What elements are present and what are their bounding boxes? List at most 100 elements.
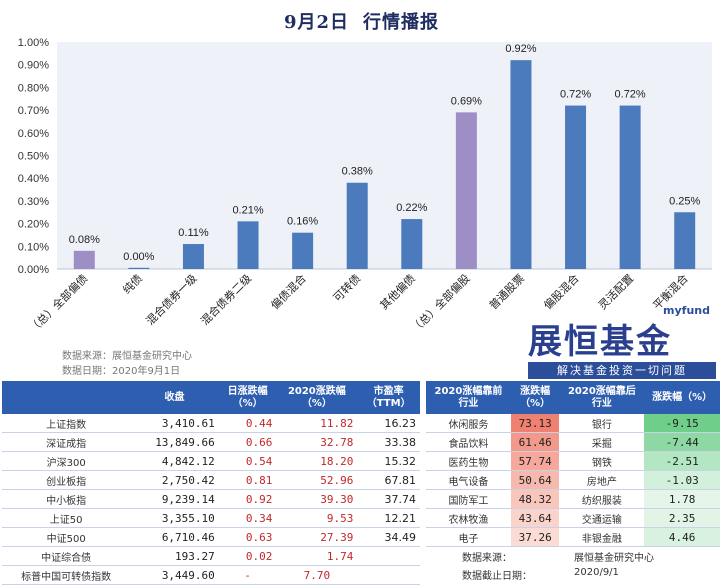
table-row: 中证综合债 193.27 0.02 1.74 [2,546,420,566]
table-cell: 61.46 [510,432,560,452]
table-row: 中证500 6,710.46 0.63 27.39 34.49 [2,527,420,547]
bar [182,244,204,269]
table-cell: 4.46 [644,527,720,547]
x-tick-label: 普通股票 [486,271,527,312]
y-tick-label: 0.90% [18,60,49,72]
x-tick-label: （总）全部偏股 [408,271,472,335]
table-row: 农林牧渔 43.64 交通运输 2.35 [426,508,720,528]
table-cell: 0.66 [218,432,277,452]
footer-date-value: 2020/9/1 [574,567,619,578]
data-label: 0.21% [232,204,263,216]
data-label: 0.72% [615,89,646,101]
title-date: 9月2日 [283,12,350,33]
table-cell: 193.27 [130,546,219,566]
table-cell: 钢铁 [559,451,645,471]
table-cell: 国防军工 [426,489,511,509]
table-cell: 3,355.10 [130,508,219,528]
table-row: 国防军工 48.32 纺织服装 1.78 [426,489,720,509]
table-cell [357,565,420,585]
table-cell: -7.44 [644,432,720,452]
table-row: 创业板指 2,750.42 0.81 52.96 67.81 [2,470,420,490]
data-label: 0.16% [287,216,318,228]
table-cell: 34.49 [357,527,420,547]
table-cell: 标普中国可转债指数 [2,565,131,585]
table-row: 医药生物 57.74 钢铁 -2.51 [426,451,720,471]
title-text: 行情播报 [363,12,440,33]
table-cell: 中小板指 [2,489,131,509]
table-cell: 食品饮料 [426,432,511,452]
table-cell: 电子 [426,527,511,547]
table-cell: 27.39 [276,527,358,547]
x-tick-label: 其他偏债 [377,271,418,312]
data-label: 0.69% [451,95,482,107]
bar [565,105,587,269]
table-cell: 采掘 [559,432,645,452]
table-row: 电子 37.26 非银金融 4.46 [426,527,720,547]
table-cell: 电气设备 [426,470,511,490]
table-cell: 9,239.14 [130,489,219,509]
bar [674,212,696,269]
table-cell: 沪深300 [2,451,131,471]
table-cell: 6,710.46 [130,527,219,547]
x-tick-label: 混合债券二级 [198,271,255,328]
date-line: 数据日期：2020年9月1日 [62,366,181,377]
y-tick-label: 0.60% [18,128,49,140]
table-cell: 52.96 [276,470,358,490]
data-label: 0.72% [560,89,591,101]
column-header: 日涨跌幅 （%） [218,381,277,414]
table-cell: 深证成指 [2,432,131,452]
data-label: 0.25% [669,195,700,207]
x-tick-label: 纯债 [120,271,145,296]
table-cell [357,546,420,566]
table-cell: 非银金融 [559,527,645,547]
y-tick-label: 0.30% [18,196,49,208]
table-row: 深证成指 13,849.66 0.66 32.78 33.38 [2,432,420,452]
index-table: 收盘 日涨跌幅 （%） 2020涨跌幅 （%） 市盈率 （TTM） 上证指数 3,410.61… [2,381,420,585]
table-cell: 纺织服装 [559,489,645,509]
column-header: 市盈率 （TTM） [357,381,420,414]
table-cell: 15.32 [357,451,420,471]
table-cell: 0.63 [218,527,277,547]
table-cell: 11.82 [276,414,358,433]
table-cell: 13,849.66 [130,432,219,452]
bar [455,112,477,270]
table-cell: -1.03 [644,470,720,490]
table-cell: 37.26 [510,527,560,547]
x-tick-label: 混合债券一级 [143,271,200,328]
table-cell: 57.74 [510,451,560,471]
footer-source-label: 数据来源： [462,553,512,564]
data-label: 0.22% [396,202,427,214]
brand-logo: myfund 展恒基金 解决基金投资一切问题 [528,304,718,384]
table-cell: 32.78 [276,432,358,452]
table-cell: 1.78 [644,489,720,509]
x-tick-label: （总）全部偏债 [26,271,90,335]
bar [73,250,95,269]
x-tick-label: 偏债混合 [268,271,309,312]
table-cell: 2.35 [644,508,720,528]
table-cell: 16.23 [357,414,420,433]
table-cell: 创业板指 [2,470,131,490]
table-cell: 0.92 [218,489,277,509]
table-cell: 0.02 [218,546,277,566]
data-label: 0.08% [69,234,100,246]
y-tick-label: 0.50% [18,151,49,163]
column-header: 涨跌幅（%） [644,381,720,414]
bar-chart: 0.00% 0.10% 0.20% 0.30% 0.40% 0.50% 0.60% 0.70%… [18,37,712,336]
table-cell: 33.38 [357,432,420,452]
logo-slogan: 解决基金投资一切问题 [528,362,716,379]
y-tick-label: 0.20% [18,219,49,231]
table-cell: 12.21 [357,508,420,528]
table-cell: 银行 [559,414,645,433]
y-tick-label: 0.10% [18,241,49,253]
y-tick-label: 0.00% [18,264,49,276]
table-cell: 18.20 [276,451,358,471]
column-header: 收盘 [130,381,219,414]
bar [128,267,150,269]
table-cell: 48.32 [510,489,560,509]
table-cell: 3,410.61 [130,414,219,433]
table-row: 上证指数 3,410.61 0.44 11.82 16.23 [2,414,420,433]
table-cell: 0.44 [218,414,277,433]
table-cell: 2,750.42 [130,470,219,490]
table-row: 休闲服务 73.13 银行 -9.15 [426,414,720,433]
bar [346,182,368,269]
